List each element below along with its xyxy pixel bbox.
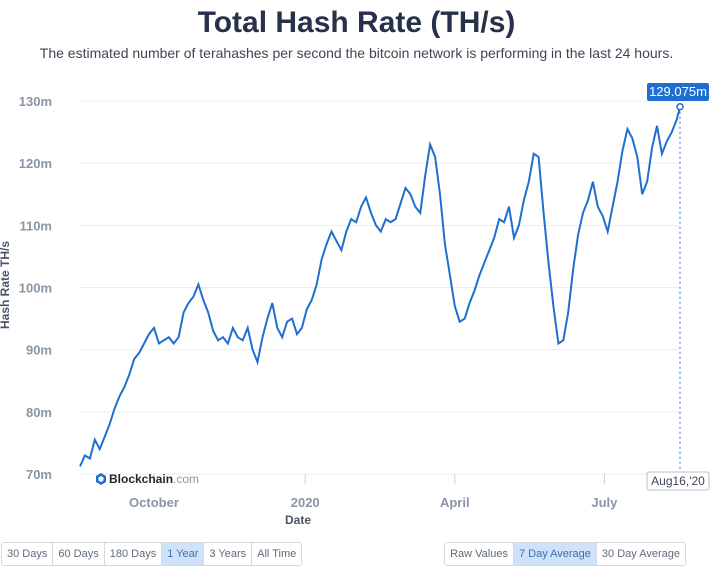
y-tick-label: 80m bbox=[26, 405, 52, 420]
brand-suffix: .com bbox=[173, 472, 199, 486]
y-tick-label: 100m bbox=[19, 281, 52, 296]
hover-point-marker bbox=[676, 103, 684, 111]
x-tick-label: 2020 bbox=[291, 495, 320, 510]
y-axis-label: Hash Rate TH/s bbox=[0, 241, 12, 329]
value-tooltip-text: 129.075m bbox=[649, 84, 707, 99]
y-tick-label: 130m bbox=[19, 94, 52, 109]
value-tooltip: 129.075m bbox=[647, 83, 709, 101]
date-tooltip-box bbox=[646, 471, 710, 491]
x-axis-label: Date bbox=[285, 513, 311, 527]
raw-values-button[interactable]: Raw Values bbox=[445, 543, 514, 565]
7-day-average-button[interactable]: 7 Day Average bbox=[513, 543, 597, 565]
average-selector: Raw Values 7 Day Average 30 Day Average bbox=[444, 542, 686, 566]
brand-name: Blockchain bbox=[109, 472, 173, 486]
svg-text:Blockchain.com: Blockchain.com bbox=[109, 472, 199, 486]
chart-subtitle: The estimated number of terahashes per s… bbox=[39, 45, 674, 61]
brand-watermark: Blockchain.com bbox=[96, 472, 199, 486]
date-tooltip: Aug16,'20 bbox=[646, 471, 710, 491]
blockchain-logo-icon bbox=[96, 473, 106, 485]
x-tick-label: July bbox=[591, 495, 618, 510]
range-1-year-button[interactable]: 1 Year bbox=[162, 543, 205, 565]
y-tick-label: 120m bbox=[19, 156, 52, 171]
time-range-selector: 30 Days 60 Days 180 Days 1 Year 3 Years … bbox=[1, 542, 303, 566]
range-3-years-button[interactable]: 3 Years bbox=[204, 543, 253, 565]
30-day-average-button[interactable]: 30 Day Average bbox=[596, 543, 685, 565]
y-tick-label: 110m bbox=[19, 218, 52, 233]
value-tooltip-box bbox=[647, 83, 709, 101]
date-tooltip-text: Aug16,'20 bbox=[651, 474, 705, 488]
x-tick-label: April bbox=[440, 495, 470, 510]
hash-rate-chart[interactable]: 70m 80m 90m 100m 110m 120m 130m October 2020 Apr… bbox=[0, 0, 713, 540]
y-tick-label: 70m bbox=[26, 467, 52, 482]
range-all-time-button[interactable]: All Time bbox=[252, 543, 302, 565]
series-line[interactable] bbox=[79, 106, 681, 467]
range-180-days-button[interactable]: 180 Days bbox=[104, 543, 163, 565]
y-axis-ticks: 70m 80m 90m 100m 110m 120m 130m bbox=[19, 94, 52, 482]
range-30-days-button[interactable]: 30 Days bbox=[2, 543, 54, 565]
grid-lines bbox=[80, 100, 680, 475]
range-60-days-button[interactable]: 60 Days bbox=[53, 543, 105, 565]
y-tick-label: 90m bbox=[26, 343, 52, 358]
chart-title: Total Hash Rate (TH/s) bbox=[197, 6, 516, 39]
x-axis-ticks: October 2020 April July bbox=[129, 474, 618, 510]
x-tick-label: October bbox=[129, 495, 179, 510]
